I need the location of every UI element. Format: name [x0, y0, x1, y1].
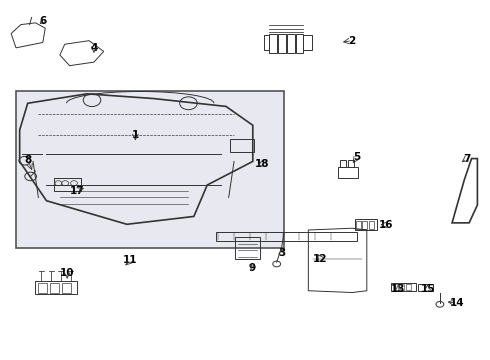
Bar	[303, 35, 312, 50]
Text: 2: 2	[348, 36, 356, 46]
Text: 4: 4	[90, 43, 98, 53]
FancyBboxPatch shape	[16, 91, 284, 248]
Bar	[406, 284, 411, 290]
Bar	[355, 219, 376, 230]
Bar	[392, 284, 397, 290]
Bar	[391, 283, 416, 291]
Bar	[270, 33, 277, 53]
Bar	[54, 178, 81, 192]
Bar	[287, 33, 294, 53]
Bar	[340, 160, 346, 167]
Bar	[418, 284, 433, 291]
Text: 15: 15	[420, 284, 435, 294]
Bar	[265, 35, 270, 50]
Text: 8: 8	[24, 156, 32, 165]
Bar	[216, 232, 357, 241]
Bar	[235, 237, 260, 258]
Bar	[35, 281, 77, 294]
Text: 7: 7	[463, 154, 470, 163]
Text: 13: 13	[391, 284, 406, 294]
Bar	[369, 221, 374, 229]
Text: 16: 16	[379, 220, 393, 230]
Text: 10: 10	[60, 268, 74, 278]
Bar	[348, 160, 354, 167]
Text: 11: 11	[123, 255, 138, 265]
Bar	[295, 33, 303, 53]
Text: 18: 18	[255, 159, 270, 169]
Bar	[38, 283, 47, 293]
Text: 6: 6	[39, 16, 47, 26]
Bar	[338, 167, 358, 178]
Text: 14: 14	[450, 298, 464, 308]
Bar	[363, 221, 368, 229]
Bar	[356, 221, 361, 229]
Bar	[399, 284, 404, 290]
Bar	[278, 33, 286, 53]
Text: 1: 1	[132, 130, 139, 140]
Text: 17: 17	[70, 186, 84, 196]
Text: 12: 12	[313, 253, 328, 264]
Bar	[50, 283, 59, 293]
Bar	[62, 283, 71, 293]
Bar	[230, 139, 254, 152]
Text: 5: 5	[353, 152, 361, 162]
Text: 3: 3	[278, 248, 285, 258]
Text: 9: 9	[249, 262, 256, 273]
